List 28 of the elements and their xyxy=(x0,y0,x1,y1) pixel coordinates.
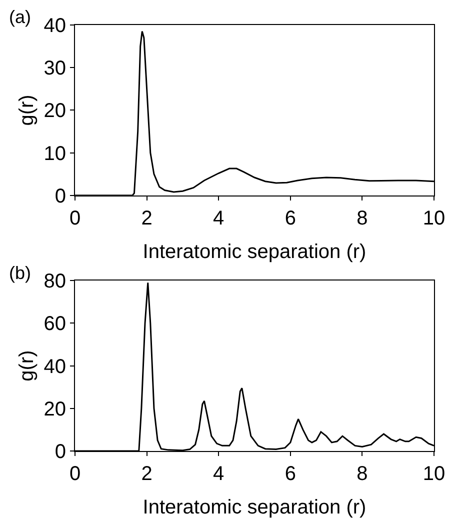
y-axis-title: g(r) xyxy=(16,350,38,382)
x-tick-label: 10 xyxy=(422,463,446,485)
x-tick-label: 10 xyxy=(422,207,446,230)
y-tick-label: 30 xyxy=(44,58,66,80)
x-tick-label: 2 xyxy=(141,207,152,230)
x-tick-label: 2 xyxy=(141,463,152,485)
y-tick-label: 80 xyxy=(44,270,66,293)
y-tick-label: 20 xyxy=(44,100,66,122)
x-tick-label: 4 xyxy=(213,463,224,485)
y-tick-label: 20 xyxy=(44,398,66,420)
x-axis-title: Interatomic separation (r) xyxy=(142,496,366,518)
x-tick-label: 0 xyxy=(69,463,81,485)
y-tick-label: 0 xyxy=(54,441,66,463)
x-tick-label: 6 xyxy=(284,463,296,485)
x-tick-label: 8 xyxy=(356,207,368,230)
x-tick-label: 6 xyxy=(284,207,296,230)
y-tick-label: 40 xyxy=(44,15,66,37)
x-tick-label: 0 xyxy=(69,207,81,230)
x-tick-label: 8 xyxy=(356,463,368,485)
y-tick-label: 10 xyxy=(44,142,66,165)
x-tick-label: 4 xyxy=(213,207,224,230)
chart-title: (a) xyxy=(9,7,31,27)
y-tick-label: 0 xyxy=(54,185,66,208)
x-axis-title: Interatomic separation (r) xyxy=(142,240,366,263)
y-tick-label: 60 xyxy=(44,313,66,336)
y-axis-title: g(r) xyxy=(16,94,38,126)
chart-title: (b) xyxy=(9,263,31,283)
y-tick-label: 40 xyxy=(44,356,66,378)
